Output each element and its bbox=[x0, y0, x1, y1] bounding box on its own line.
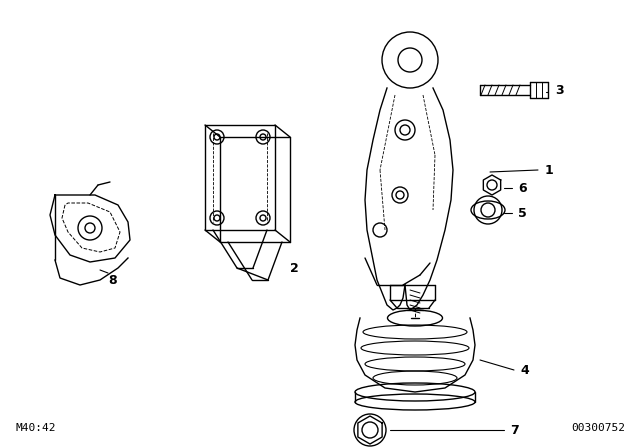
Text: M40:42: M40:42 bbox=[15, 423, 56, 433]
Text: 7: 7 bbox=[510, 423, 519, 436]
Text: 2: 2 bbox=[290, 262, 299, 275]
Text: 00300752: 00300752 bbox=[571, 423, 625, 433]
Text: 1: 1 bbox=[545, 164, 554, 177]
Text: 6: 6 bbox=[518, 181, 527, 194]
Text: 3: 3 bbox=[555, 83, 564, 96]
Text: 5: 5 bbox=[518, 207, 527, 220]
Text: 4: 4 bbox=[520, 363, 529, 376]
Text: 8: 8 bbox=[108, 273, 116, 287]
